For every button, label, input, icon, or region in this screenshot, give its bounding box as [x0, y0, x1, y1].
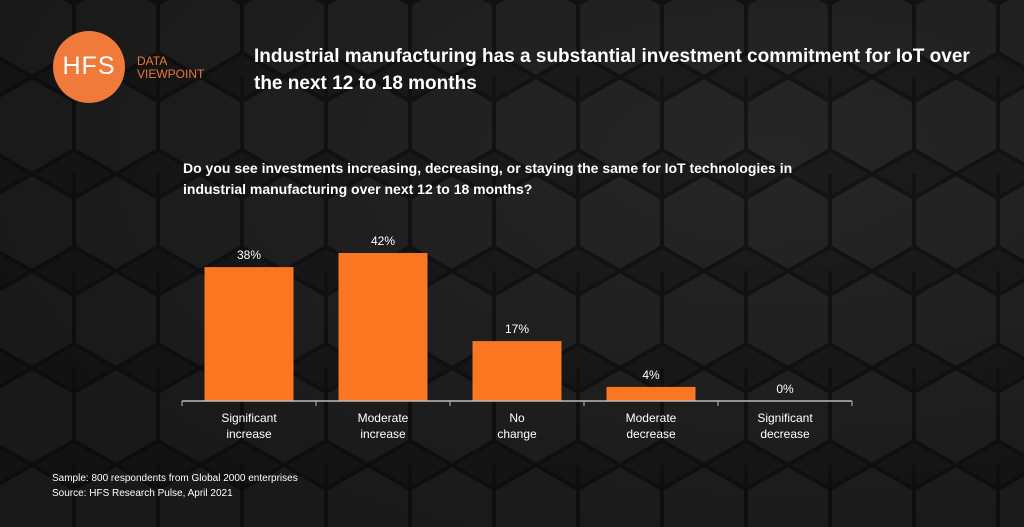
data-label: 38% [237, 248, 261, 262]
category-label: No [509, 411, 525, 425]
chart-title: Do you see investments increasing, decre… [183, 160, 793, 197]
data-label: 42% [371, 234, 395, 248]
category-label: Significant [757, 411, 813, 425]
category-label: Moderate [626, 411, 677, 425]
bar [204, 267, 294, 401]
category-label: Significant [221, 411, 277, 425]
logo-sub-line-1: DATA [137, 54, 168, 68]
sample-note: Sample: 800 respondents from Global 2000… [52, 473, 298, 484]
footer: Sample: 800 respondents from Global 2000… [52, 471, 298, 501]
category-label: increase [226, 427, 272, 441]
data-label: 4% [642, 368, 660, 382]
source-note: Source: HFS Research Pulse, April 2021 [52, 488, 233, 499]
category-label: decrease [626, 427, 676, 441]
category-label: change [497, 427, 537, 441]
logo-subtitle: DATA VIEWPOINT [137, 55, 204, 81]
bar [472, 341, 562, 401]
data-label: 17% [505, 322, 529, 336]
bar [606, 386, 696, 401]
category-label: Moderate [358, 411, 409, 425]
logo-sub-line-2: VIEWPOINT [137, 67, 205, 81]
category-label: decrease [760, 427, 810, 441]
hfs-logo: HFS [53, 31, 125, 103]
data-label: 0% [776, 382, 794, 396]
bar [338, 253, 428, 401]
category-label: increase [360, 427, 406, 441]
logo-text: HFS [62, 52, 116, 80]
page-title: Industrial manufacturing has a substanti… [254, 46, 970, 94]
